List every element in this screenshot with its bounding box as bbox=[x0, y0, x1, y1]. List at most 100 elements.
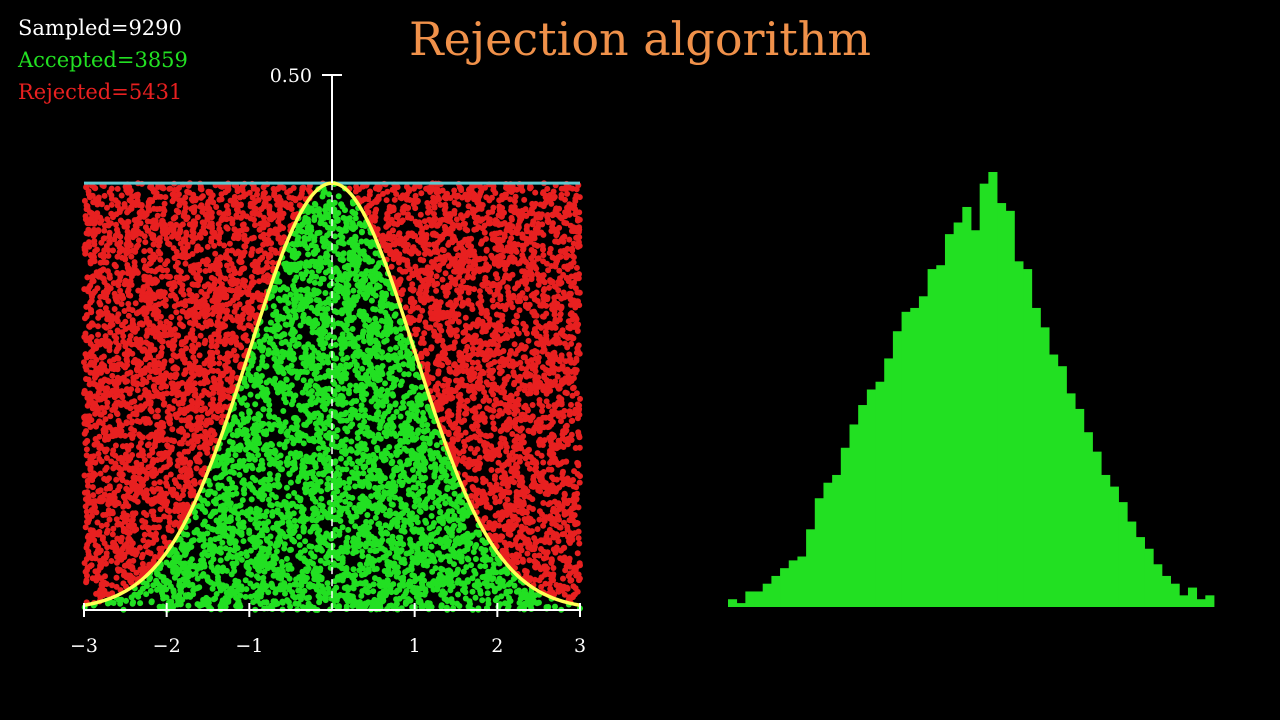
rejected-point bbox=[131, 217, 138, 224]
rejected-point bbox=[164, 332, 171, 338]
rejected-point bbox=[522, 295, 529, 302]
rejected-point bbox=[576, 444, 583, 451]
rejected-point bbox=[497, 296, 504, 303]
rejected-point bbox=[226, 240, 233, 247]
rejected-point bbox=[575, 535, 582, 542]
accepted-point bbox=[272, 598, 279, 605]
accepted-point bbox=[291, 517, 298, 524]
accepted-point bbox=[224, 555, 231, 562]
accepted-point bbox=[301, 547, 308, 554]
accepted-point bbox=[426, 439, 433, 446]
rejected-point bbox=[430, 241, 437, 248]
rejected-point bbox=[383, 215, 390, 222]
rejected-point bbox=[227, 314, 234, 321]
rejected-point bbox=[476, 454, 483, 461]
rejected-point bbox=[531, 235, 538, 242]
rejected-point bbox=[82, 503, 89, 510]
rejected-point bbox=[193, 465, 200, 472]
rejected-point bbox=[439, 276, 446, 283]
rejected-point bbox=[159, 344, 166, 351]
accepted-point bbox=[345, 526, 352, 533]
rejected-point bbox=[90, 492, 97, 499]
accepted-point bbox=[227, 468, 234, 475]
accepted-point bbox=[307, 528, 314, 535]
accepted-point bbox=[279, 466, 285, 473]
accepted-point bbox=[110, 600, 117, 606]
rejected-point bbox=[207, 401, 214, 408]
rejected-point bbox=[95, 323, 101, 330]
accepted-point bbox=[398, 482, 405, 489]
accepted-point bbox=[306, 594, 312, 601]
accepted-point bbox=[345, 484, 352, 491]
rejected-point bbox=[143, 333, 150, 339]
rejected-point bbox=[237, 259, 244, 266]
rejected-point bbox=[546, 423, 553, 430]
rejected-point bbox=[248, 249, 255, 256]
rejected-point bbox=[89, 484, 96, 491]
rejected-point bbox=[437, 201, 444, 208]
rejected-point bbox=[550, 476, 557, 483]
rejected-point bbox=[554, 373, 561, 380]
rejected-point bbox=[85, 548, 92, 555]
accepted-point bbox=[269, 491, 275, 498]
accepted-point bbox=[422, 517, 429, 524]
rejected-point bbox=[462, 314, 469, 321]
accepted-point bbox=[507, 579, 514, 586]
rejected-point bbox=[550, 188, 557, 195]
rejected-point bbox=[473, 503, 480, 509]
rejected-point bbox=[500, 390, 507, 396]
rejected-point bbox=[88, 309, 95, 316]
accepted-point bbox=[386, 444, 393, 450]
accepted-point bbox=[426, 525, 433, 532]
accepted-point bbox=[287, 547, 293, 553]
accepted-point bbox=[449, 599, 456, 606]
rejected-point bbox=[460, 338, 467, 345]
rejected-point bbox=[544, 565, 551, 572]
accepted-point bbox=[466, 603, 473, 610]
rejected-point bbox=[190, 442, 197, 449]
rejected-point bbox=[113, 574, 120, 581]
accepted-point bbox=[285, 300, 292, 306]
accepted-point bbox=[385, 356, 392, 363]
accepted-point bbox=[451, 561, 457, 568]
rejected-point bbox=[560, 468, 566, 475]
accepted-point bbox=[460, 568, 467, 575]
accepted-point bbox=[428, 543, 435, 550]
rejected-point bbox=[566, 408, 573, 415]
rejected-point bbox=[173, 353, 180, 360]
rejected-point bbox=[528, 357, 535, 364]
accepted-point bbox=[239, 497, 246, 504]
rejected-point bbox=[181, 200, 188, 207]
rejected-point bbox=[154, 407, 161, 414]
accepted-point bbox=[368, 297, 375, 304]
rejected-point bbox=[505, 373, 512, 380]
rejected-point bbox=[520, 558, 526, 565]
accepted-point bbox=[277, 297, 284, 304]
rejected-point bbox=[168, 221, 174, 228]
accepted-point bbox=[337, 232, 344, 239]
accepted-point bbox=[397, 349, 404, 356]
accepted-point bbox=[259, 354, 266, 361]
accepted-point bbox=[148, 598, 155, 605]
accepted-point bbox=[321, 425, 328, 432]
rejected-point bbox=[546, 539, 553, 546]
accepted-point bbox=[424, 422, 431, 428]
rejected-point bbox=[176, 202, 183, 209]
rejected-point bbox=[102, 573, 108, 580]
rejected-point bbox=[361, 196, 368, 202]
accepted-point bbox=[147, 587, 154, 594]
rejected-point bbox=[98, 580, 105, 587]
accepted-point bbox=[461, 548, 468, 554]
rejected-point bbox=[529, 402, 536, 408]
accepted-point bbox=[188, 571, 195, 578]
accepted-point bbox=[472, 594, 479, 601]
rejected-point bbox=[194, 282, 201, 289]
accepted-point bbox=[288, 382, 295, 389]
rejected-point bbox=[185, 440, 192, 447]
rejected-point bbox=[95, 331, 102, 338]
rejected-point bbox=[124, 288, 131, 295]
accepted-point bbox=[371, 535, 378, 542]
rejected-point bbox=[161, 464, 167, 471]
rejected-point bbox=[173, 309, 180, 316]
rejected-point bbox=[201, 340, 208, 347]
